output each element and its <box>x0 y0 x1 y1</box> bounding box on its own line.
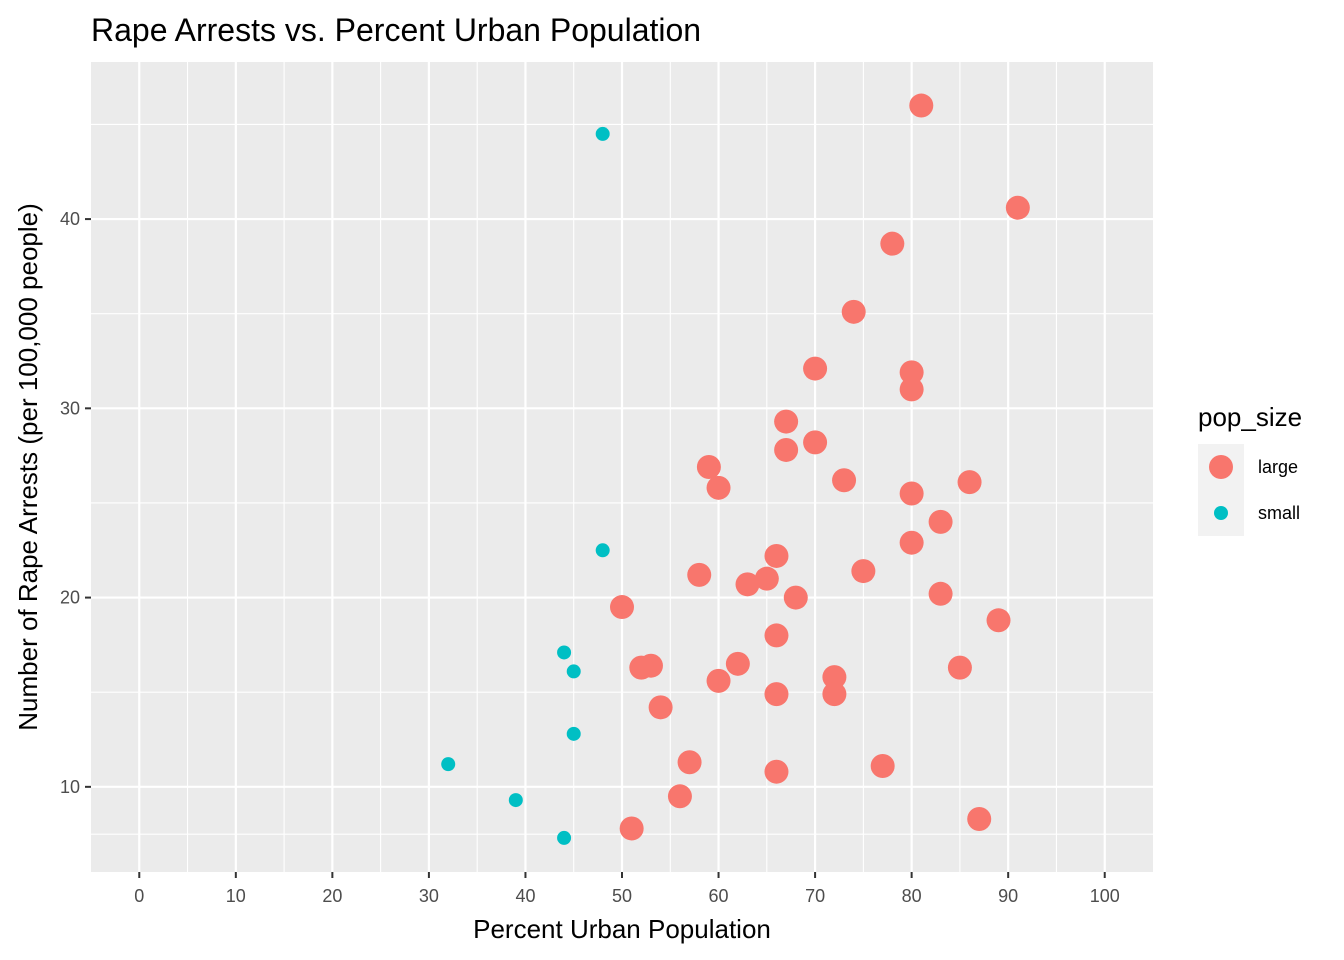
point-large <box>783 585 808 610</box>
y-axis-title: Number of Rape Arrests (per 100,000 peop… <box>13 203 43 731</box>
point-large <box>986 608 1011 633</box>
point-large <box>967 807 992 832</box>
point-small <box>566 726 581 741</box>
point-large <box>880 231 905 256</box>
point-large <box>764 759 789 784</box>
point-large <box>841 299 866 324</box>
point-small <box>557 830 572 845</box>
point-large <box>735 572 760 597</box>
point-large <box>803 430 828 455</box>
legend-label-small: small <box>1258 503 1300 523</box>
x-tick-label: 80 <box>902 886 922 906</box>
point-large <box>706 668 731 693</box>
point-large <box>803 356 828 381</box>
point-small <box>441 757 456 772</box>
legend-title: pop_size <box>1198 402 1302 432</box>
point-large <box>610 595 634 620</box>
point-large <box>947 655 972 680</box>
x-tick-label: 70 <box>805 886 825 906</box>
y-tick-label: 10 <box>60 777 80 797</box>
point-large <box>667 784 692 809</box>
point-large <box>687 562 712 587</box>
point-large <box>648 695 673 720</box>
x-tick-label: 100 <box>1090 886 1120 906</box>
x-tick-label: 50 <box>612 886 632 906</box>
point-large <box>899 530 924 555</box>
y-tick-label: 30 <box>60 398 80 418</box>
point-large <box>957 470 982 495</box>
x-tick-label: 40 <box>515 886 535 906</box>
y-tick-label: 40 <box>60 209 80 229</box>
data-points <box>441 93 1030 845</box>
point-small <box>557 645 572 660</box>
point-large <box>899 360 924 385</box>
point-large <box>629 655 654 680</box>
point-large <box>754 566 779 591</box>
point-small <box>595 543 610 558</box>
point-small <box>566 664 581 679</box>
point-large <box>706 475 731 500</box>
x-tick-label: 60 <box>709 886 729 906</box>
legend: pop_size large small <box>1198 402 1302 536</box>
point-large <box>764 623 789 648</box>
legend-key-large <box>1209 455 1233 479</box>
x-axis-title: Percent Urban Population <box>473 914 771 944</box>
x-axis-ticks: 0 10 20 30 40 50 60 70 80 90 100 <box>134 872 1120 906</box>
point-large <box>822 665 847 690</box>
point-small <box>595 126 610 141</box>
point-large <box>822 682 847 707</box>
legend-key-small <box>1214 506 1228 520</box>
x-tick-label: 10 <box>226 886 246 906</box>
point-large <box>677 750 702 775</box>
y-tick-label: 20 <box>60 588 80 608</box>
legend-label-large: large <box>1258 457 1298 477</box>
point-large <box>696 455 721 479</box>
point-large <box>774 409 799 434</box>
point-large <box>774 437 799 462</box>
point-large <box>928 581 953 606</box>
point-large <box>899 377 924 402</box>
point-large <box>725 651 750 676</box>
chart-title: Rape Arrests vs. Percent Urban Populatio… <box>91 12 701 48</box>
point-large <box>899 481 924 506</box>
point-large <box>851 559 876 584</box>
point-large <box>764 543 789 568</box>
point-large <box>619 816 644 841</box>
y-axis-ticks: 10 20 30 40 <box>60 209 91 797</box>
x-tick-label: 90 <box>998 886 1018 906</box>
x-tick-label: 30 <box>419 886 439 906</box>
point-large <box>832 468 857 493</box>
x-tick-label: 0 <box>134 886 144 906</box>
point-large <box>870 754 895 779</box>
point-large <box>1005 195 1030 220</box>
x-tick-label: 20 <box>322 886 342 906</box>
point-small <box>508 793 523 808</box>
point-large <box>928 509 953 534</box>
point-large <box>764 682 789 707</box>
point-large <box>909 93 934 118</box>
